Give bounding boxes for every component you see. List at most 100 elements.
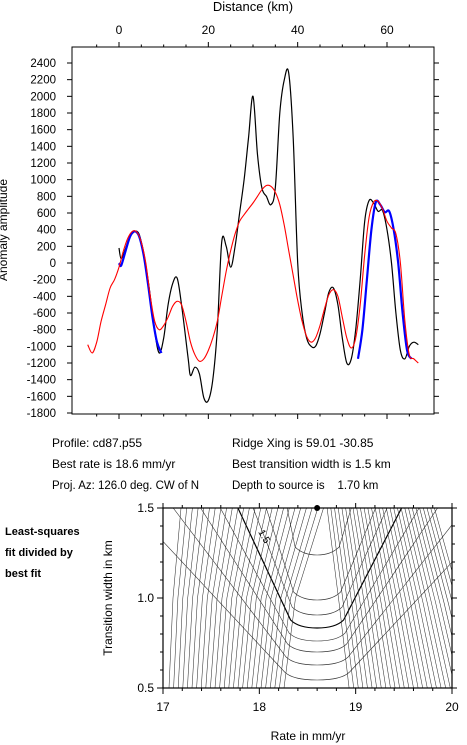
contour-line xyxy=(408,508,451,688)
contour-line xyxy=(393,508,433,688)
top-x-tick-label: 40 xyxy=(291,23,305,37)
top-y-tick-label: -1200 xyxy=(27,358,56,370)
contour-line xyxy=(367,508,400,688)
contour-line xyxy=(200,508,438,653)
contour-line xyxy=(330,508,354,688)
top-y-tick-label: -400 xyxy=(33,291,56,303)
top-x-tick-label: 60 xyxy=(380,23,394,37)
contour-line xyxy=(246,508,279,688)
info-best-width: Best transition width is 1.5 km xyxy=(232,457,391,471)
top-y-tick-label: 2400 xyxy=(30,58,56,70)
contour-line xyxy=(233,508,262,688)
contour-line xyxy=(256,508,290,688)
contour-line xyxy=(371,508,405,688)
contour-line xyxy=(430,508,452,587)
contour-line xyxy=(177,508,193,688)
contour-line xyxy=(200,508,222,688)
contour-line xyxy=(269,508,307,688)
contour-line xyxy=(334,508,359,688)
contour-line xyxy=(274,508,313,688)
top-y-tick-label: 200 xyxy=(37,241,56,253)
bottom-x-tick-label: 17 xyxy=(156,700,170,714)
contour-line xyxy=(223,508,250,688)
contour-line xyxy=(210,508,233,688)
contour-line xyxy=(382,508,419,688)
top-y-tick-label: -1600 xyxy=(27,391,56,403)
contour-line xyxy=(389,508,428,688)
contour-line xyxy=(251,508,284,688)
contour-line xyxy=(214,508,239,688)
contour-line xyxy=(426,508,452,603)
top-y-tick-label: -600 xyxy=(33,308,56,320)
top-y-tick-label: 1400 xyxy=(30,141,56,153)
top-x-axis-label: Distance (km) xyxy=(213,0,293,14)
top-y-tick-label: 2200 xyxy=(30,75,56,87)
info-depth: Depth to source is 1.70 km xyxy=(232,480,378,492)
top-y-tick-label: -1400 xyxy=(27,375,56,387)
top-y-tick-label: 600 xyxy=(37,208,56,220)
contour-line xyxy=(237,508,403,629)
contour-line xyxy=(168,508,182,688)
contour-line xyxy=(404,508,446,688)
top-y-tick-label: 0 xyxy=(50,258,56,270)
contour-line xyxy=(228,508,256,688)
contour-line xyxy=(283,508,324,688)
contour-line xyxy=(423,508,452,620)
contour-line xyxy=(286,508,352,556)
side-note-line-3: best fit xyxy=(5,568,41,580)
contour-line xyxy=(341,508,368,688)
bottom-ticks: 17 18 19 20 1.5 1.0 0.5 xyxy=(137,501,459,714)
top-y-tick-label: 2000 xyxy=(30,91,56,103)
top-y-tick-label: 1200 xyxy=(30,158,56,170)
info-ridge-xing: Ridge Xing is 59.01 -30.85 xyxy=(232,436,374,450)
contour-line xyxy=(265,508,301,688)
info-proj-az: Proj. Az: 126.0 deg. CW of N xyxy=(52,480,199,492)
best-fit-marker xyxy=(314,505,321,511)
series-line-model xyxy=(87,184,419,364)
contour-line xyxy=(182,508,199,688)
contour-line xyxy=(279,508,319,688)
series-line-fit xyxy=(356,199,413,360)
contour-line xyxy=(187,508,205,688)
contour-line xyxy=(252,508,388,616)
bottom-y-tick-label: 0.5 xyxy=(137,681,154,695)
contour-line xyxy=(434,508,452,573)
contour-line xyxy=(386,508,423,688)
contour-line xyxy=(374,508,410,688)
top-y-tick-label: 800 xyxy=(37,191,56,203)
contour-line xyxy=(237,508,267,688)
contour-line xyxy=(345,508,373,688)
contour-line xyxy=(400,508,442,688)
top-y-tick-label: 1800 xyxy=(30,108,56,120)
top-y-tick-label: -200 xyxy=(33,275,56,287)
contour-line xyxy=(360,508,391,688)
contour-line xyxy=(419,508,452,638)
contour-line xyxy=(352,508,382,688)
top-y-tick-label: -800 xyxy=(33,325,56,337)
bottom-x-axis-label: Rate in mm/yr xyxy=(271,729,346,743)
top-y-tick-label: 1000 xyxy=(30,175,56,187)
bottom-x-tick-label: 19 xyxy=(349,700,363,714)
top-y-tick-label: -1800 xyxy=(27,408,56,420)
top-series-group xyxy=(87,68,419,403)
contour-line xyxy=(163,541,452,681)
contour-line xyxy=(220,508,420,642)
contour-line xyxy=(397,508,437,688)
contour-line xyxy=(173,508,187,688)
contour-line xyxy=(196,508,216,688)
bottom-y-axis-label: Transition width in km xyxy=(101,540,115,656)
bottom-y-tick-label: 1.5 xyxy=(137,501,154,515)
top-x-tick-label: 0 xyxy=(116,23,123,37)
top-x-tick-label: 20 xyxy=(202,23,216,37)
contour-line xyxy=(411,508,452,677)
contour-line xyxy=(363,508,396,688)
top-y-axis-label: Anomaly amplitude xyxy=(0,179,10,281)
contour-line xyxy=(378,508,414,688)
series-line-observed xyxy=(118,68,419,403)
top-plot xyxy=(71,46,435,415)
contour-line xyxy=(191,508,210,688)
contour-line xyxy=(219,508,244,688)
contour-line xyxy=(205,508,227,688)
info-profile: Profile: cd87.p55 xyxy=(52,436,142,450)
